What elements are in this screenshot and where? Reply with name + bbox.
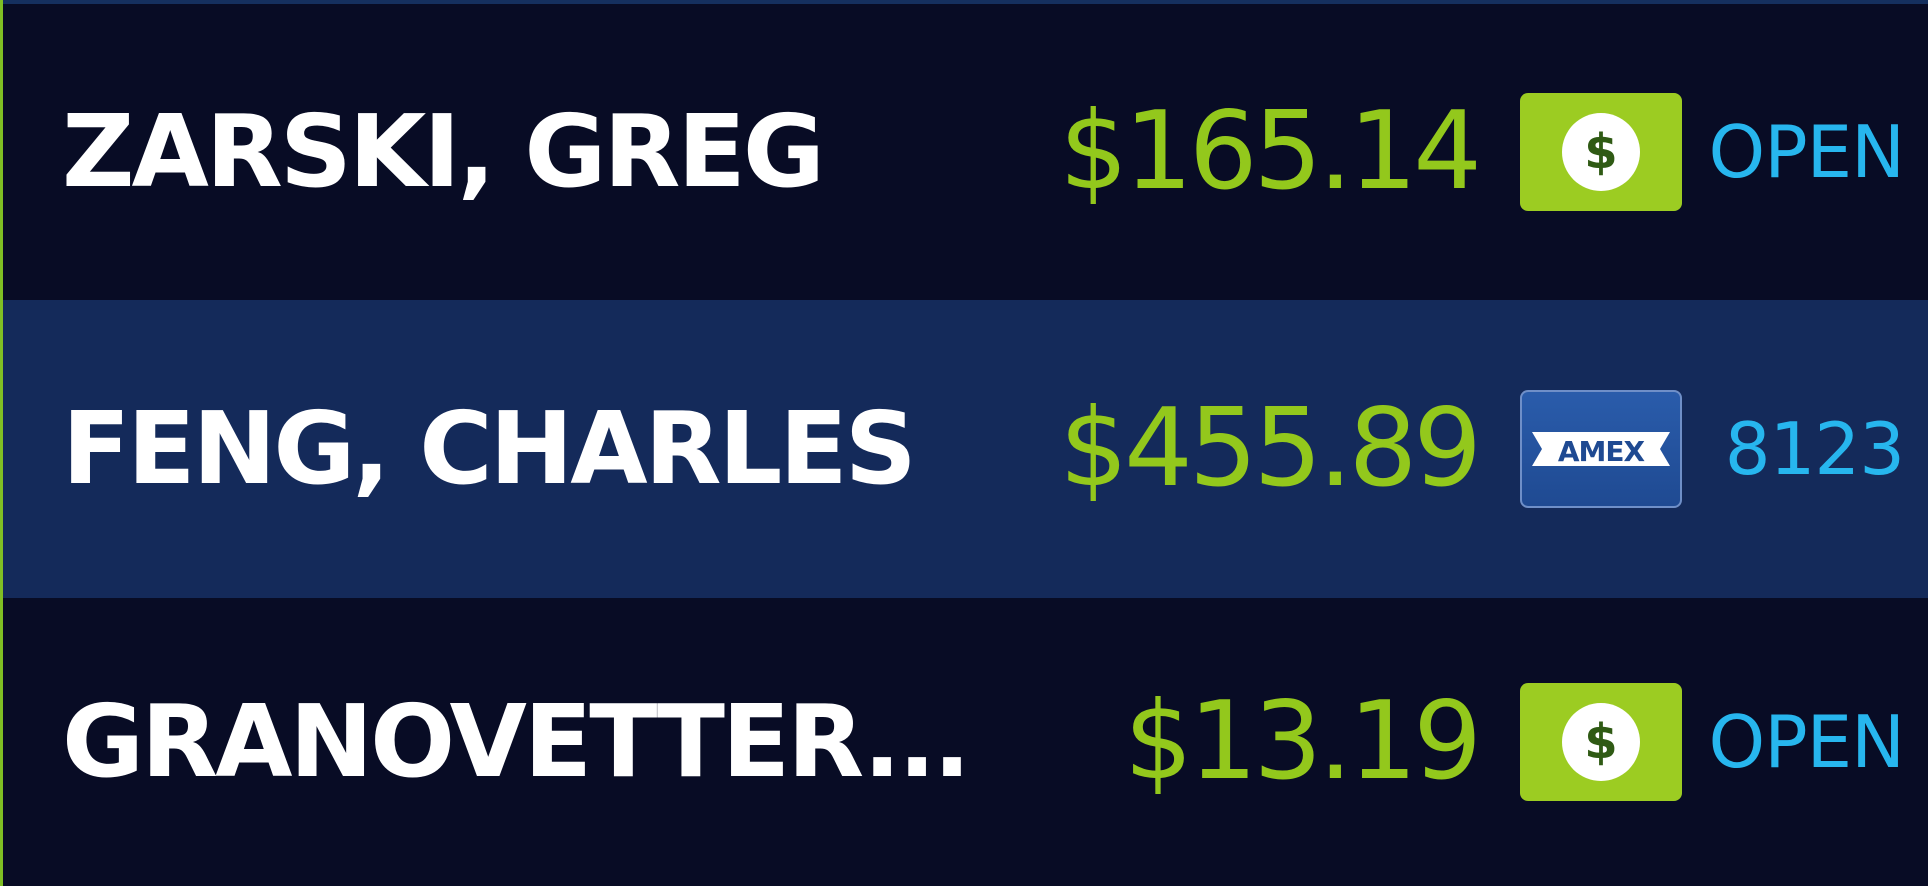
amex-logo-text: AMEX bbox=[1558, 435, 1646, 468]
list-item[interactable]: GRANOVETTER... $13.19 $ OPEN bbox=[0, 598, 1928, 886]
list-item[interactable]: ZARSKI, GREG $165.14 $ OPEN bbox=[0, 4, 1928, 300]
dollar-coin-icon: $ bbox=[1562, 703, 1640, 781]
guest-name: GRANOVETTER... bbox=[62, 683, 971, 800]
check-amount: $165.14 bbox=[1059, 89, 1482, 214]
cash-icon: $ bbox=[1520, 683, 1682, 801]
check-amount: $455.89 bbox=[1059, 386, 1482, 511]
list-left-accent bbox=[0, 0, 3, 886]
list-top-border bbox=[0, 0, 1928, 4]
list-item-selected[interactable]: FENG, CHARLES $455.89 AMEX 8123 bbox=[0, 300, 1928, 598]
amex-logo-icon: AMEX bbox=[1532, 432, 1670, 468]
card-last-four: 8123 bbox=[1724, 407, 1905, 491]
guest-name: ZARSKI, GREG bbox=[62, 93, 825, 210]
check-amount: $13.19 bbox=[1124, 679, 1482, 804]
dollar-coin-icon: $ bbox=[1562, 113, 1640, 191]
guest-name: FENG, CHARLES bbox=[62, 390, 917, 507]
payment-status: OPEN bbox=[1708, 110, 1905, 194]
cash-icon: $ bbox=[1520, 93, 1682, 211]
payment-status: OPEN bbox=[1708, 700, 1905, 784]
amex-card-icon: AMEX bbox=[1520, 390, 1682, 508]
